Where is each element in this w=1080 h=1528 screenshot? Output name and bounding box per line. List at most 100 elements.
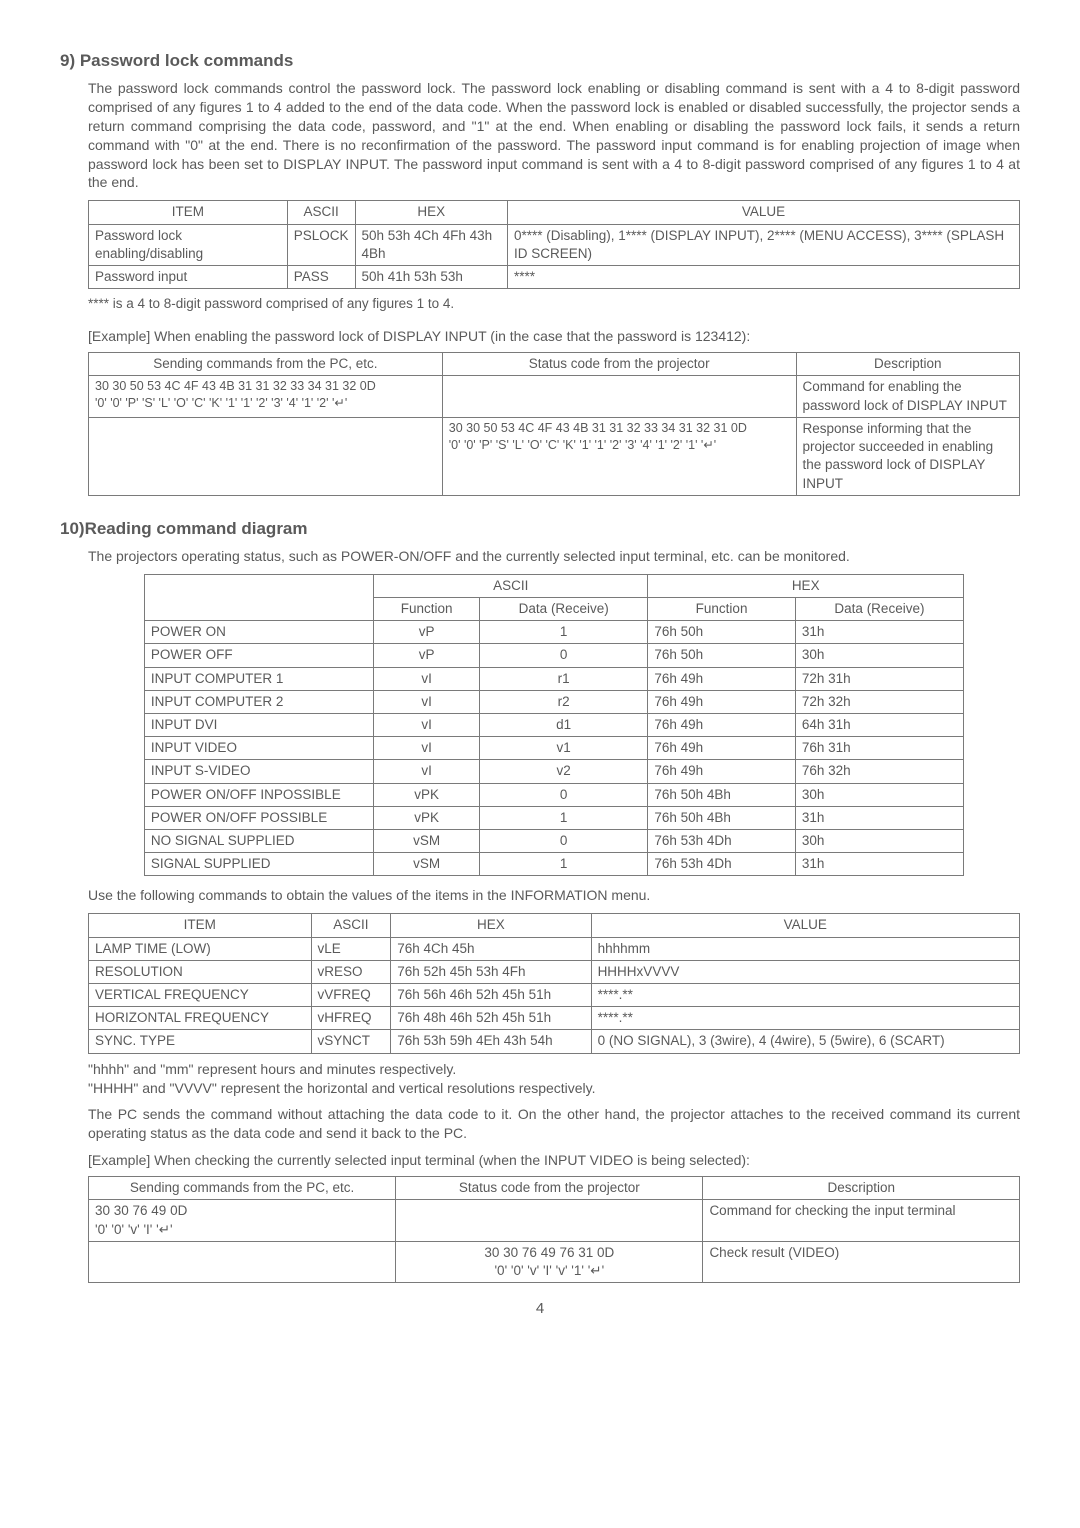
blank-header xyxy=(144,574,373,620)
section10-para: The projectors operating status, such as… xyxy=(88,547,1020,566)
cell: vVFREQ xyxy=(311,984,391,1007)
cell: vI xyxy=(374,667,480,690)
cell: Response informing that the projector su… xyxy=(796,417,1019,495)
cell: vI xyxy=(374,690,480,713)
cell: 1 xyxy=(480,806,648,829)
cell: LAMP TIME (LOW) xyxy=(89,937,312,960)
table-row: LAMP TIME (LOW)vLE76h 4Ch 45hhhhhmm xyxy=(89,937,1020,960)
cell: vPK xyxy=(374,783,480,806)
cell: 76h 31h xyxy=(795,737,963,760)
password-lock-table: ITEM ASCII HEX VALUE Password lock enabl… xyxy=(88,200,1020,289)
cell: vSYNCT xyxy=(311,1030,391,1053)
col-desc: Description xyxy=(796,353,1019,376)
cell: vLE xyxy=(311,937,391,960)
table-row: INPUT DVIvId176h 49h64h 31h xyxy=(144,713,963,736)
col-hex: HEX xyxy=(355,201,507,224)
cell: Password lock enabling/disabling xyxy=(89,224,288,265)
cell: 50h 53h 4Ch 4Fh 43h 4Bh xyxy=(355,224,507,265)
section9-para: The password lock commands control the p… xyxy=(88,79,1020,192)
cell: v1 xyxy=(480,737,648,760)
cell: 31h xyxy=(795,621,963,644)
col-desc: Description xyxy=(703,1177,1020,1200)
cell: POWER ON/OFF INPOSSIBLE xyxy=(144,783,373,806)
col-value: VALUE xyxy=(507,201,1019,224)
sub-data: Data (Receive) xyxy=(480,597,648,620)
cell: VERTICAL FREQUENCY xyxy=(89,984,312,1007)
password-footnote: **** is a 4 to 8-digit password comprise… xyxy=(88,295,1020,313)
cell: 1 xyxy=(480,853,648,876)
col-item: ITEM xyxy=(89,914,312,937)
cell: INPUT VIDEO xyxy=(144,737,373,760)
cell: POWER ON xyxy=(144,621,373,644)
example-label: [Example] When enabling the password loc… xyxy=(88,327,1020,346)
cell: 76h 49h xyxy=(648,667,796,690)
cell: HHHHxVVVV xyxy=(591,960,1019,983)
hex-header: HEX xyxy=(648,574,964,597)
table-row: VERTICAL FREQUENCYvVFREQ76h 56h 46h 52h … xyxy=(89,984,1020,1007)
cell: vP xyxy=(374,621,480,644)
table-row: INPUT COMPUTER 2vIr276h 49h72h 32h xyxy=(144,690,963,713)
cell: 76h 49h xyxy=(648,690,796,713)
cell: **** xyxy=(507,265,1019,288)
cell: Password input xyxy=(89,265,288,288)
table-row: INPUT COMPUTER 1vIr176h 49h72h 31h xyxy=(144,667,963,690)
cell: 76h 4Ch 45h xyxy=(391,937,591,960)
table-row: Password input PASS 50h 41h 53h 53h **** xyxy=(89,265,1020,288)
cell: ****.** xyxy=(591,984,1019,1007)
col-hex: HEX xyxy=(391,914,591,937)
table-row: SIGNAL SUPPLIEDvSM176h 53h 4Dh31h xyxy=(144,853,963,876)
pc-send-note: The PC sends the command without attachi… xyxy=(88,1105,1020,1143)
cell: vI xyxy=(374,713,480,736)
cell: 76h 49h xyxy=(648,760,796,783)
cell: vI xyxy=(374,760,480,783)
table-row: RESOLUTIONvRESO76h 52h 45h 53h 4FhHHHHxV… xyxy=(89,960,1020,983)
cell: INPUT S-VIDEO xyxy=(144,760,373,783)
cell: 0**** (Disabling), 1**** (DISPLAY INPUT)… xyxy=(507,224,1019,265)
col-ascii: ASCII xyxy=(311,914,391,937)
cell: 30 30 50 53 4C 4F 43 4B 31 31 32 33 34 3… xyxy=(89,376,443,417)
cell: 76h 50h xyxy=(648,644,796,667)
section9-heading: 9) Password lock commands xyxy=(60,50,1020,73)
cell: vPK xyxy=(374,806,480,829)
cell: ****.** xyxy=(591,1007,1019,1030)
cell: 76h 53h 4Dh xyxy=(648,830,796,853)
cell: 76h 50h 4Bh xyxy=(648,783,796,806)
col-value: VALUE xyxy=(591,914,1019,937)
ascii-line: '0' '0' 'v' 'I' '↵' xyxy=(95,1221,389,1239)
cell xyxy=(89,417,443,495)
ascii-line: '0' '0' 'P' 'S' 'L' 'O' 'C' 'K' '1' '1' … xyxy=(449,437,790,454)
table-row: POWER ON/OFF INPOSSIBLEvPK076h 50h 4Bh30… xyxy=(144,783,963,806)
cell: 76h 49h xyxy=(648,713,796,736)
section10-heading: 10)Reading command diagram xyxy=(60,518,1020,541)
ascii-line: '0' '0' 'v' 'I' 'v' '1' '↵' xyxy=(402,1262,696,1280)
cell: Check result (VIDEO) xyxy=(703,1241,1020,1282)
table-row: 30 30 50 53 4C 4F 43 4B 31 31 32 33 34 3… xyxy=(89,417,1020,495)
cell: 30h xyxy=(795,783,963,806)
cell: vI xyxy=(374,737,480,760)
cell: vRESO xyxy=(311,960,391,983)
cell: RESOLUTION xyxy=(89,960,312,983)
hhmm-note: "hhhh" and "mm" represent hours and minu… xyxy=(88,1060,1020,1079)
cell: 50h 41h 53h 53h xyxy=(355,265,507,288)
col-send: Sending commands from the PC, etc. xyxy=(89,353,443,376)
cell: 0 xyxy=(480,830,648,853)
hex-line: 30 30 50 53 4C 4F 43 4B 31 31 32 33 34 3… xyxy=(95,378,436,395)
cell: HORIZONTAL FREQUENCY xyxy=(89,1007,312,1030)
cell: 30 30 76 49 0D '0' '0' 'v' 'I' '↵' xyxy=(89,1200,396,1241)
cell: 76h 49h xyxy=(648,737,796,760)
sub-func-hex: Function xyxy=(648,597,796,620)
cell: INPUT COMPUTER 2 xyxy=(144,690,373,713)
cell: 0 xyxy=(480,644,648,667)
cell: v2 xyxy=(480,760,648,783)
cell: 76h 53h 4Dh xyxy=(648,853,796,876)
col-send: Sending commands from the PC, etc. xyxy=(89,1177,396,1200)
cell: PSLOCK xyxy=(287,224,355,265)
cell: PASS xyxy=(287,265,355,288)
cell: 30 30 76 49 76 31 0D '0' '0' 'v' 'I' 'v'… xyxy=(396,1241,703,1282)
table-row: 30 30 50 53 4C 4F 43 4B 31 31 32 33 34 3… xyxy=(89,376,1020,417)
cell: 1 xyxy=(480,621,648,644)
cell: 76h 52h 45h 53h 4Fh xyxy=(391,960,591,983)
table-row: 30 30 76 49 0D '0' '0' 'v' 'I' '↵' Comma… xyxy=(89,1200,1020,1241)
page-number: 4 xyxy=(60,1299,1020,1319)
cell: SIGNAL SUPPLIED xyxy=(144,853,373,876)
